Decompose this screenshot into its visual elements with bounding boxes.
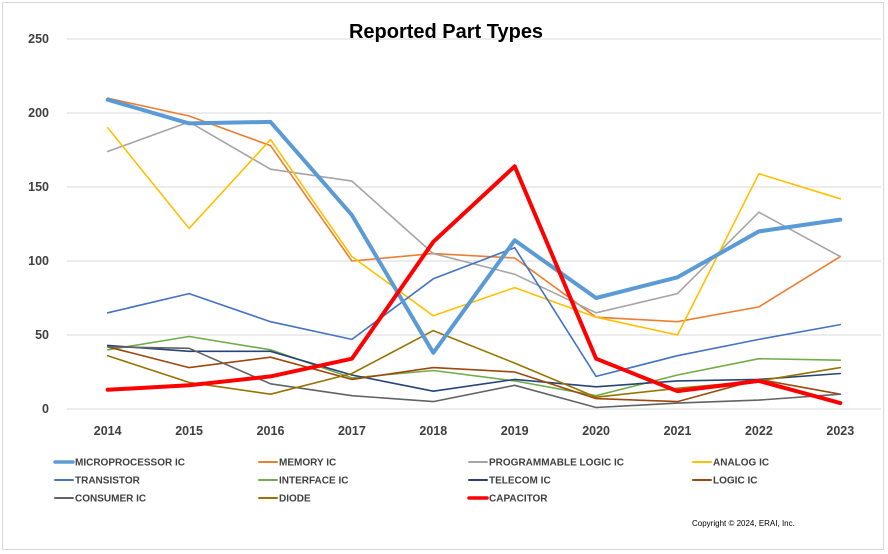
y-tick-label: 100 [28, 254, 49, 268]
series-line-interface-ic [106, 335, 842, 397]
series-lines [105, 97, 843, 409]
series-line-memory-ic [106, 97, 842, 323]
series-line-capacitor [105, 164, 843, 406]
x-tick-label: 2015 [175, 424, 203, 438]
legend-label-analog-ic: ANALOG IC [713, 458, 769, 469]
legend-label-telecom-ic: TELECOM IC [489, 476, 551, 487]
line-chart: 0 50 100 150 200 250 2014 2015 2016 2017 2018 2019… [28, 21, 881, 528]
x-tick-label: 2022 [745, 424, 773, 438]
x-tick-label: 2019 [501, 424, 529, 438]
y-tick-label: 250 [28, 32, 49, 46]
x-tick-label: 2020 [582, 424, 610, 438]
series-line-consumer-ic [106, 345, 842, 409]
legend-label-consumer-ic: CONSUMER IC [75, 494, 146, 505]
x-axis: 2014 2015 2016 2017 2018 2019 2020 2021 2022 2023 [94, 424, 854, 438]
legend-label-microprocessor-ic: MICROPROCESSOR IC [75, 458, 185, 469]
x-tick-label: 2018 [419, 424, 447, 438]
y-tick-label: 150 [28, 180, 49, 194]
x-tick-label: 2021 [664, 424, 692, 438]
legend: MICROPROCESSOR IC MEMORY IC PROGRAMMABLE L… [53, 458, 769, 505]
x-tick-label: 2017 [338, 424, 366, 438]
x-tick-label: 2014 [94, 424, 122, 438]
legend-label-capacitor: CAPACITOR [489, 494, 548, 505]
series-line-programmable-logic-ic [106, 121, 842, 314]
copyright-text: Copyright © 2024, ERAI, Inc. [692, 519, 795, 528]
y-axis: 0 50 100 150 200 250 [28, 32, 49, 416]
series-line-logic-ic [106, 345, 842, 403]
legend-label-logic-ic: LOGIC IC [713, 476, 757, 487]
y-tick-label: 200 [28, 106, 49, 120]
gridlines [67, 38, 881, 410]
legend-label-interface-ic: INTERFACE IC [279, 476, 348, 487]
x-tick-label: 2016 [257, 424, 285, 438]
y-tick-label: 50 [35, 328, 49, 342]
legend-label-transistor: TRANSISTOR [75, 476, 141, 487]
series-line-microprocessor-ic [105, 97, 843, 355]
legend-label-diode: DIODE [279, 494, 311, 505]
y-tick-label: 0 [42, 402, 49, 416]
x-tick-label: 2023 [826, 424, 854, 438]
series-line-transistor [106, 246, 842, 378]
chart-title: Reported Part Types [349, 21, 543, 43]
legend-label-memory-ic: MEMORY IC [279, 458, 336, 469]
series-line-telecom-ic [106, 344, 842, 393]
legend-label-programmable-logic-ic: PROGRAMMABLE LOGIC IC [489, 458, 624, 469]
